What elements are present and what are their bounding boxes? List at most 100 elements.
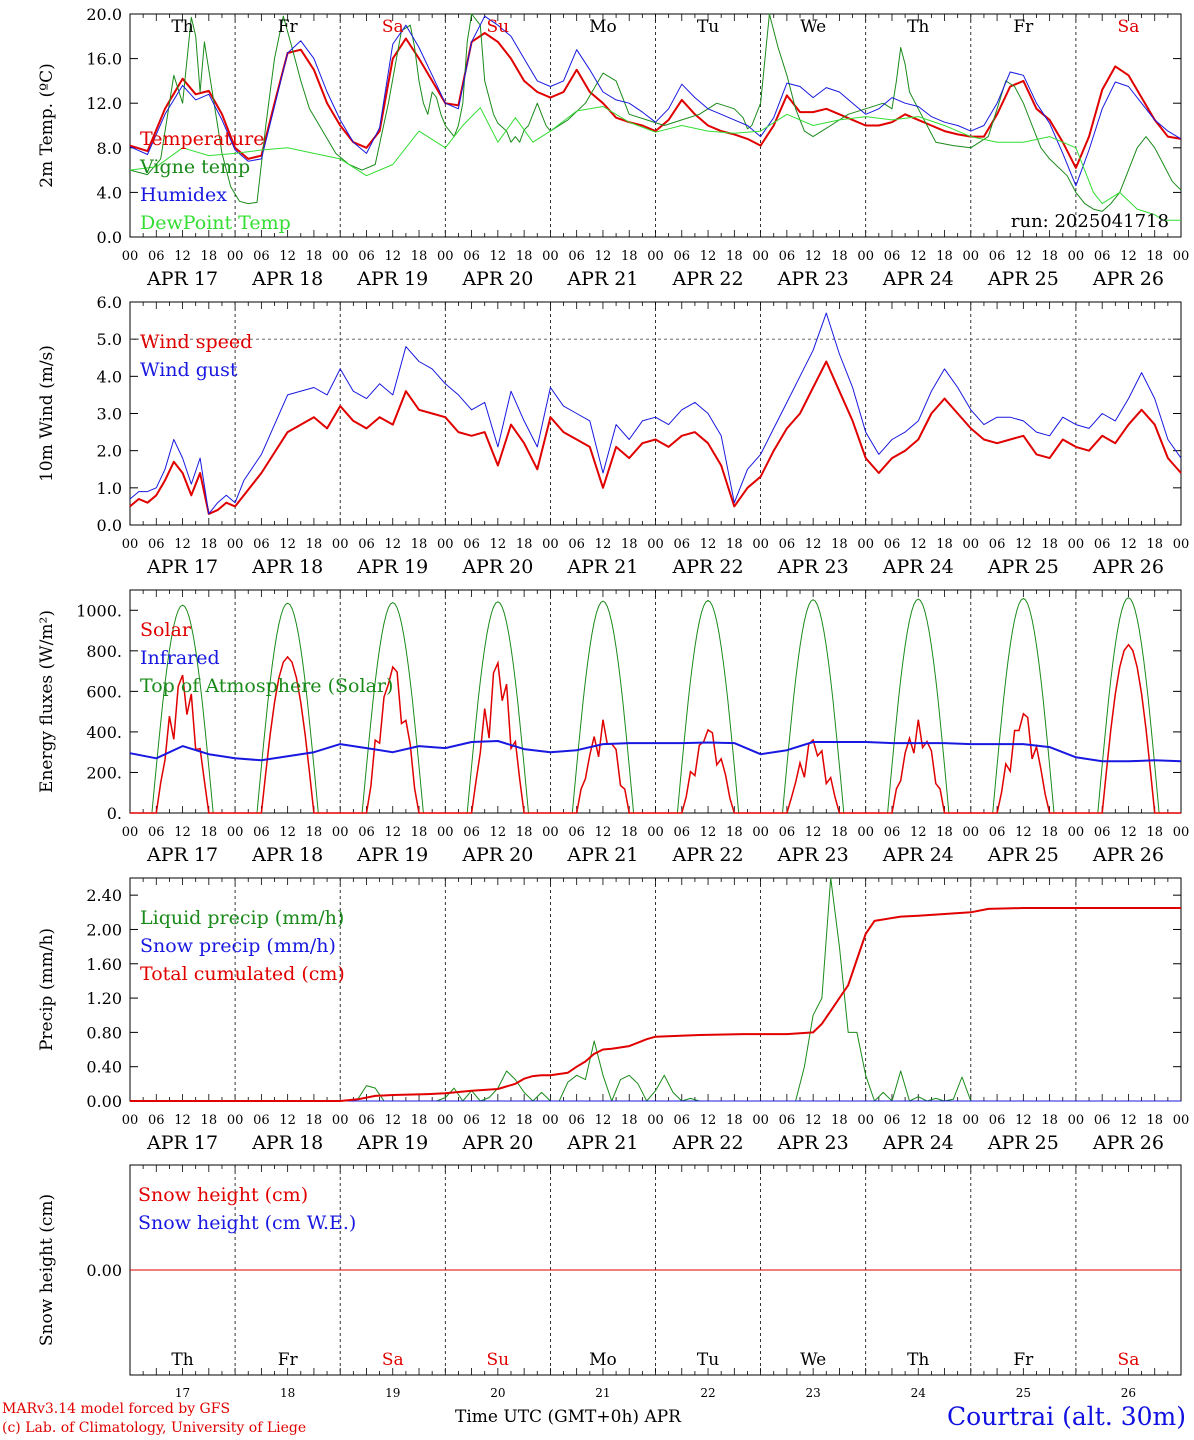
hour-tick-label: 00 — [752, 537, 769, 552]
hour-tick-label: 00 — [542, 249, 559, 264]
legend-item: Infrared — [140, 647, 220, 669]
day-name: Th — [907, 1350, 929, 1370]
temp-frame — [129, 13, 1182, 238]
legend-item: Snow height (cm W.E.) — [138, 1212, 356, 1234]
hour-tick-label: 12 — [700, 1113, 717, 1128]
day-name: Sa — [1118, 1350, 1140, 1370]
date-label: APR 21 — [566, 556, 638, 578]
hour-tick-label: 00 — [963, 1113, 980, 1128]
date-label: APR 26 — [1092, 268, 1164, 290]
date-label: APR 17 — [146, 268, 218, 290]
snow-ylabel: Snow height (cm) — [37, 1194, 57, 1346]
hour-tick-label: 00 — [332, 537, 349, 552]
hour-tick-label: 06 — [253, 249, 270, 264]
hour-tick-label: 00 — [752, 825, 769, 840]
hour-tick-label: 12 — [279, 1113, 296, 1128]
hour-tick-label: 06 — [148, 537, 165, 552]
date-label: APR 17 — [146, 556, 218, 578]
hour-tick-label: 00 — [227, 825, 244, 840]
hour-tick-label: 12 — [910, 1113, 927, 1128]
legend-item: Vigne temp — [139, 156, 250, 178]
hour-tick-label: 18 — [201, 1113, 218, 1128]
series-solar — [130, 643, 1181, 814]
hour-tick-label: 06 — [674, 825, 691, 840]
hour-tick-label: 06 — [989, 537, 1006, 552]
hour-tick-label: 18 — [201, 825, 218, 840]
hour-tick-label: 12 — [700, 537, 717, 552]
y-tick-label: 0.80 — [86, 1023, 122, 1042]
hour-tick-label: 12 — [174, 537, 191, 552]
hour-tick-label: 12 — [700, 249, 717, 264]
hour-tick-label: 12 — [1120, 537, 1137, 552]
hour-tick-label: 18 — [411, 1113, 428, 1128]
hour-tick-label: 12 — [279, 825, 296, 840]
y-tick-label: 20.0 — [86, 5, 122, 24]
hour-tick-label: 00 — [1173, 537, 1190, 552]
hour-tick-label: 12 — [805, 249, 822, 264]
y-tick-label: 6.0 — [97, 293, 122, 312]
hour-tick-label: 06 — [779, 825, 796, 840]
hour-tick-label: 06 — [1094, 249, 1111, 264]
hour-tick-label: 00 — [1068, 825, 1085, 840]
hour-tick-label: 06 — [1094, 825, 1111, 840]
hour-tick-label: 06 — [989, 1113, 1006, 1128]
hour-tick-label: 12 — [805, 1113, 822, 1128]
hour-tick-label: 00 — [332, 1113, 349, 1128]
hour-tick-label: 18 — [1146, 249, 1163, 264]
y-tick-label: 4.0 — [97, 183, 122, 202]
hour-tick-label: 18 — [1041, 537, 1058, 552]
hour-tick-label: 18 — [936, 1113, 953, 1128]
legend-item: Snow precip (mm/h) — [140, 935, 336, 957]
hour-tick-label: 18 — [201, 249, 218, 264]
legend-item: Wind speed — [140, 331, 252, 353]
hour-tick-label: 06 — [884, 1113, 901, 1128]
hour-tick-label: 00 — [542, 537, 559, 552]
hour-tick-label: 00 — [437, 825, 454, 840]
day-name: Su — [487, 1350, 510, 1370]
hour-tick-label: 06 — [253, 1113, 270, 1128]
date-label: APR 20 — [461, 268, 533, 290]
date-label: APR 23 — [777, 844, 849, 866]
day-name: Th — [171, 17, 193, 37]
hour-tick-label: 06 — [358, 1113, 375, 1128]
y-tick-label: 8.0 — [97, 139, 122, 158]
hour-tick-label: 18 — [936, 825, 953, 840]
y-tick-label: 16.0 — [86, 50, 122, 69]
hour-tick-label: 06 — [463, 537, 480, 552]
hour-tick-label: 18 — [516, 825, 533, 840]
date-label: APR 20 — [461, 1132, 533, 1154]
legend-item: Total cumulated (cm) — [140, 963, 345, 985]
hour-tick-label: 12 — [174, 249, 191, 264]
hour-tick-label: 00 — [1068, 249, 1085, 264]
hour-tick-label: 18 — [516, 249, 533, 264]
date-label: APR 17 — [146, 1132, 218, 1154]
day-name: Fr — [1013, 17, 1034, 37]
hour-tick-label: 18 — [306, 1113, 323, 1128]
hour-tick-label: 12 — [384, 537, 401, 552]
snow-panel: 0.00 Snow height (cm) Snow height (cm) Snow… — [37, 1164, 1182, 1400]
hour-tick-label: 12 — [700, 825, 717, 840]
y-tick-label: 12.0 — [86, 94, 122, 113]
hour-tick-label: 00 — [227, 1113, 244, 1128]
hour-tick-label: 18 — [1041, 1113, 1058, 1128]
hour-tick-label: 12 — [595, 1113, 612, 1128]
hour-tick-label: 18 — [726, 825, 743, 840]
hour-tick-label: 00 — [1173, 1113, 1190, 1128]
day-number: 21 — [595, 1386, 610, 1400]
hour-tick-label: 06 — [1094, 537, 1111, 552]
hour-tick-label: 06 — [358, 249, 375, 264]
series-wind-gust — [129, 312, 1182, 515]
day-name: Su — [487, 17, 510, 37]
hour-tick-label: 18 — [726, 1113, 743, 1128]
date-label: APR 19 — [356, 268, 428, 290]
hour-tick-label: 06 — [148, 825, 165, 840]
hour-tick-label: 00 — [857, 825, 874, 840]
hour-tick-label: 12 — [384, 1113, 401, 1128]
hour-tick-label: 00 — [122, 825, 139, 840]
hour-tick-label: 12 — [595, 825, 612, 840]
hour-tick-label: 12 — [1120, 825, 1137, 840]
y-tick-label: 0.0 — [97, 516, 122, 535]
day-number: 19 — [385, 1386, 400, 1400]
hour-tick-label: 06 — [568, 825, 585, 840]
series-dewpoint-temp — [129, 106, 1181, 221]
